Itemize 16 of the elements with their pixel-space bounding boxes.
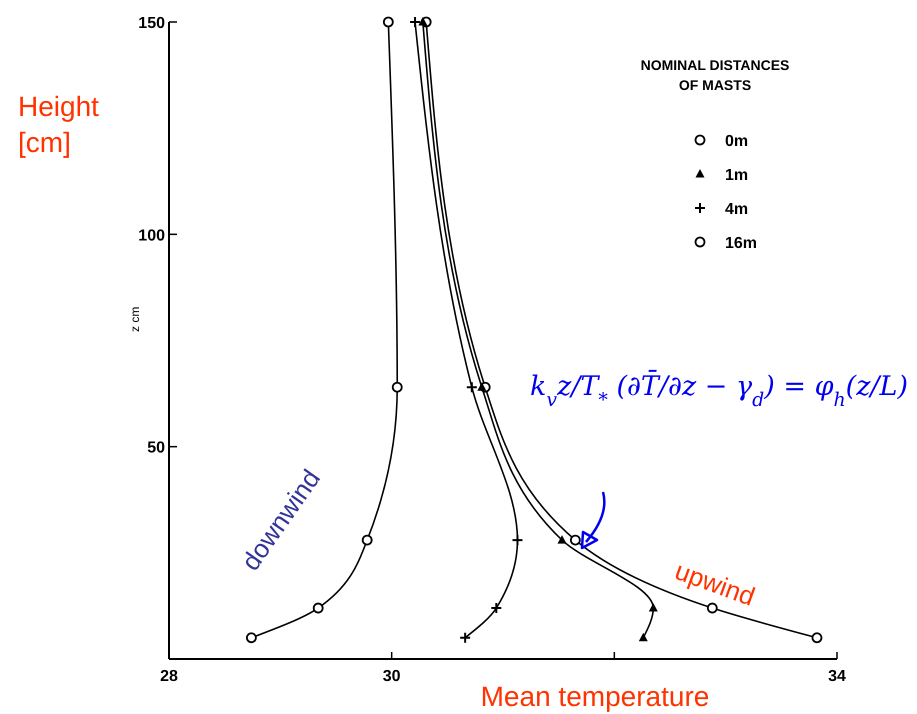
x-tick-label: 28 — [160, 668, 178, 685]
legend-label: 0m — [725, 133, 748, 150]
legend-label: 1m — [725, 167, 748, 184]
y-tick-label: 100 — [138, 227, 166, 244]
legend-title: NOMINAL DISTANCES OF MASTS — [640, 57, 790, 93]
annotation: upwind — [671, 555, 759, 612]
y-axis-title: z cm — [128, 306, 142, 332]
text: Height [cm] — [18, 91, 100, 158]
x-tick-label: 30 — [382, 668, 401, 685]
legend-label: 4m — [725, 201, 748, 218]
x-axis-title: Mean temperature — [480, 681, 710, 712]
text: k$_{v}$z/T$_{*}$ (∂T̄/∂z − γ$_{d}$) = φ$_{h}$(z/L) — [530, 371, 908, 411]
x-tick-label: 34 — [828, 668, 846, 685]
y-tick-label: 150 — [138, 15, 166, 32]
legend-label: 16m — [725, 235, 758, 252]
y-tick-label: 50 — [147, 440, 166, 457]
